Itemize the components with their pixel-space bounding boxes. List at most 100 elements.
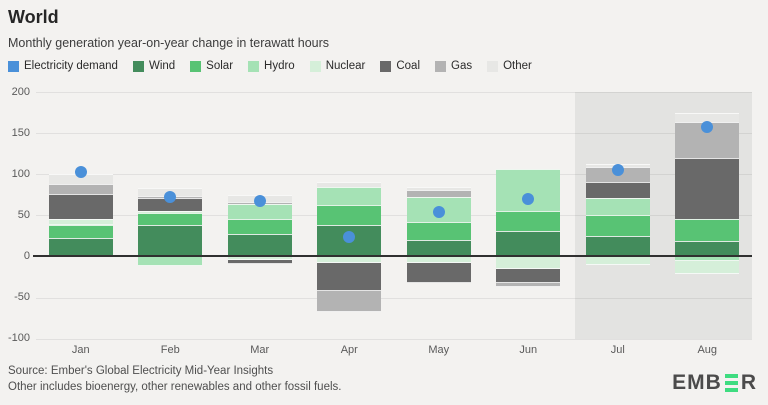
legend-item-other: Other (487, 60, 532, 72)
y-tick-label: 150 (11, 126, 30, 139)
bar-segment-coal (317, 263, 382, 291)
bar-segment-hydro (317, 187, 382, 205)
bar-segment-wind (675, 240, 740, 257)
electricity-demand-dot (432, 206, 445, 219)
legend-item-nuclear: Nuclear (309, 60, 366, 72)
bar-segment-solar (496, 211, 561, 231)
bar-segment-nuclear (227, 256, 292, 260)
bar-segment-coal (585, 181, 650, 199)
gridline (36, 215, 752, 217)
bar-segment-other (675, 113, 740, 123)
electricity-demand-swatch-icon (8, 60, 19, 72)
legend: Electricity demand Wind Solar Hydro Nuclear C… (8, 60, 532, 72)
ember-logo: EMB R (672, 371, 757, 395)
bar-segment-coal (675, 157, 740, 220)
bar-segment-hydro (496, 169, 561, 212)
bar-segment-hydro (675, 256, 740, 261)
footer: Source: Ember's Global Electricity Mid-Y… (8, 363, 341, 395)
source-note: Source: Ember's Global Electricity Mid-Y… (8, 365, 274, 377)
legend-label: Other (503, 60, 532, 72)
bar-segment-solar (227, 218, 292, 235)
legend-label: Gas (451, 60, 473, 72)
legend-item-wind: Wind (132, 60, 176, 72)
bar-segment-coal (48, 193, 113, 219)
bar-segment-gas (317, 291, 382, 312)
logo-text-start: EMB (672, 371, 722, 394)
legend-label: Wind (148, 60, 176, 72)
legend-item-solar: Solar (190, 60, 233, 72)
x-tick-label: Apr (340, 344, 358, 356)
bar-segment-nuclear (138, 211, 203, 213)
other-swatch-icon (487, 60, 499, 72)
bar-segment-solar (406, 221, 471, 240)
chart-subtitle: Monthly generation year-on-year change i… (8, 36, 330, 50)
coal-swatch-icon (380, 60, 392, 72)
gridline (36, 92, 752, 93)
bar-segment-nuclear (48, 218, 113, 224)
logo-e-bars-icon (724, 374, 738, 392)
electricity-demand-dot (253, 194, 266, 207)
bar-segment-gas (496, 282, 561, 287)
gridline (36, 338, 752, 340)
bar-segment-solar (48, 225, 113, 238)
y-tick-label: 50 (17, 208, 30, 221)
page-title: World (8, 7, 59, 27)
zero-axis-line (33, 255, 752, 258)
electricity-demand-dot (164, 191, 177, 204)
gridline (36, 133, 752, 135)
x-tick-label: Feb (160, 344, 180, 356)
legend-label: Nuclear (325, 60, 366, 72)
gridline (36, 297, 752, 299)
x-tick-label: May (428, 344, 450, 356)
bar-segment-solar (675, 219, 740, 241)
other-note: Other includes bioenergy, other renewabl… (8, 381, 342, 394)
gridline (36, 174, 752, 176)
electricity-demand-dot (701, 120, 714, 133)
bar-segment-hydro (138, 256, 203, 267)
legend-label: Solar (206, 60, 234, 72)
electricity-demand-dot (522, 192, 535, 205)
legend-item-coal: Coal (380, 60, 420, 72)
legend-item-electricity-demand: Electricity demand (8, 60, 118, 72)
y-tick-label: -50 (14, 291, 30, 304)
bar-segment-gas (406, 189, 471, 198)
gas-swatch-icon (435, 60, 447, 72)
bar-segment-coal (406, 263, 471, 283)
legend-label: Coal (396, 60, 421, 72)
y-tick-label: -100 (7, 332, 30, 345)
electricity-demand-dot (74, 165, 87, 178)
y-tick-label: 100 (11, 167, 30, 180)
legend-label: Hydro (264, 60, 295, 72)
bar-segment-coal (227, 259, 292, 264)
hydro-swatch-icon (248, 60, 260, 72)
bar-segment-nuclear (406, 256, 471, 264)
bar-segment-nuclear (496, 256, 561, 269)
solar-swatch-icon (190, 60, 202, 72)
x-tick-label: Jun (519, 344, 538, 356)
bar-segment-wind (406, 240, 471, 257)
y-tick-label: 0 (23, 249, 30, 262)
bar-segment-other (317, 182, 382, 188)
x-tick-label: Aug (697, 344, 718, 356)
bar-segment-hydro (585, 198, 650, 216)
legend-label: Electricity demand (24, 60, 118, 72)
electricity-demand-dot (343, 230, 356, 243)
legend-item-hydro: Hydro (248, 60, 295, 72)
y-tick-label: 200 (11, 85, 30, 98)
bar-segment-nuclear (317, 256, 382, 264)
bar-segment-nuclear (675, 260, 740, 274)
bar-segment-coal (496, 268, 561, 283)
wind-swatch-icon (132, 60, 144, 72)
bar-segment-other (406, 187, 471, 190)
logo-text-end: R (740, 371, 757, 394)
bar-segment-wind (585, 235, 650, 257)
x-tick-label: Jul (610, 344, 625, 356)
bar-segment-wind (138, 225, 203, 257)
bar-segment-wind (48, 237, 113, 257)
bar-segment-hydro (48, 223, 113, 226)
electricity-demand-dot (611, 164, 624, 177)
nuclear-swatch-icon (309, 60, 321, 72)
bar-segment-wind (227, 234, 292, 257)
